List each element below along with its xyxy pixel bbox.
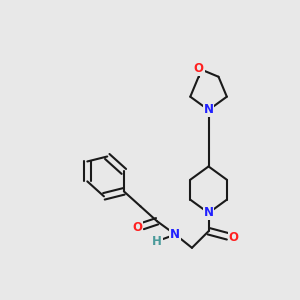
Text: O: O: [194, 62, 204, 75]
Text: N: N: [170, 228, 180, 241]
Text: N: N: [204, 206, 214, 219]
Text: O: O: [132, 221, 142, 234]
Text: H: H: [152, 235, 162, 248]
Text: N: N: [204, 103, 214, 116]
Text: O: O: [229, 231, 238, 244]
